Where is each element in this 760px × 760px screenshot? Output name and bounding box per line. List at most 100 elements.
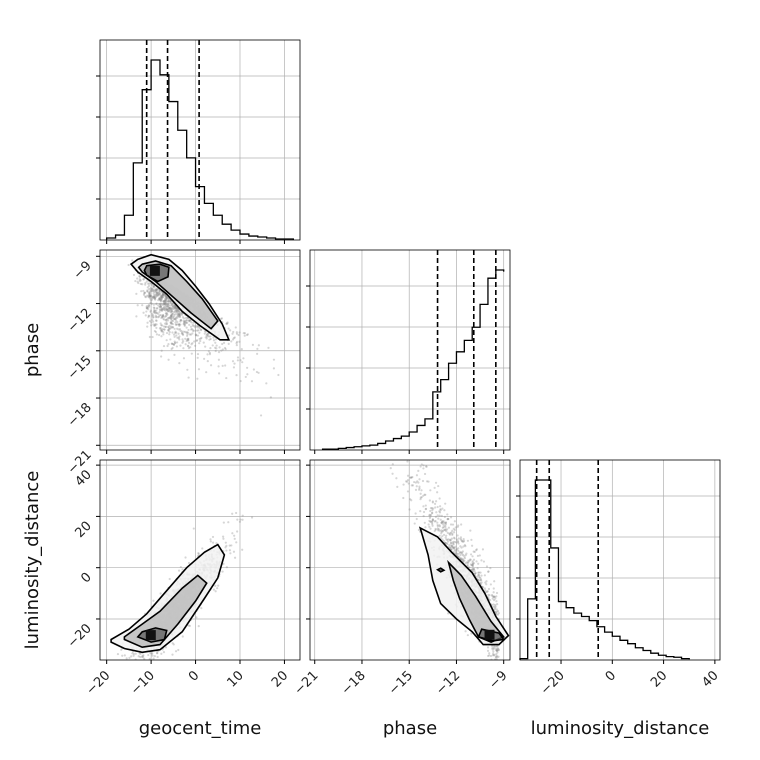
sample-point (406, 478, 410, 482)
sample-point (229, 552, 232, 555)
sample-point (197, 329, 200, 332)
sample-point (441, 520, 444, 523)
sample-point (474, 571, 477, 575)
sample-point (243, 332, 247, 335)
sample-point (417, 488, 421, 491)
sample-point (150, 298, 153, 301)
sample-point (214, 338, 218, 341)
x-tick-label-geocent_time-3: 10 (225, 668, 247, 690)
x-tick-label-phase-1: −18 (339, 668, 369, 698)
sample-point (422, 510, 426, 514)
x-tick-label-phase-0: −21 (292, 668, 322, 698)
sample-point (446, 538, 449, 541)
sample-point (491, 644, 494, 648)
sample-point (146, 290, 149, 293)
sample-point (170, 342, 173, 345)
sample-point (234, 326, 237, 329)
sample-point (442, 525, 445, 529)
sample-point (224, 541, 227, 544)
sample-point (412, 480, 416, 484)
sample-point (186, 368, 189, 371)
sample-point (450, 537, 454, 540)
sample-point (462, 558, 465, 562)
sample-point (419, 498, 422, 501)
sample-point (495, 649, 498, 652)
sample-point (180, 313, 183, 316)
sample-point (235, 541, 238, 544)
sample-point (170, 342, 174, 345)
sample-point (181, 331, 184, 335)
sample-point (496, 647, 499, 650)
sample-point (231, 532, 234, 535)
sample-point (178, 323, 181, 326)
sample-point (208, 338, 211, 341)
sample-point (408, 508, 411, 511)
sample-point (159, 299, 162, 302)
sample-point (150, 283, 153, 286)
sample-point (156, 291, 159, 294)
sample-point (456, 525, 459, 528)
sample-point (144, 295, 147, 298)
sample-point (160, 309, 164, 313)
sample-point (164, 307, 168, 310)
sample-point (159, 592, 162, 595)
sample-point (157, 292, 160, 295)
sample-point (431, 520, 434, 523)
sample-point (173, 353, 176, 356)
sample-point (444, 529, 447, 532)
sample-point (151, 290, 154, 293)
sample-point (495, 649, 498, 652)
sample-point (214, 349, 217, 353)
sample-point (153, 308, 156, 311)
sample-point (179, 320, 182, 323)
sample-point (478, 571, 481, 574)
sample-point (181, 338, 184, 341)
sample-point (138, 275, 141, 278)
sample-point (190, 328, 193, 331)
sample-point (465, 561, 468, 564)
sample-point (152, 323, 155, 326)
sample-point (164, 294, 167, 297)
sample-point (450, 531, 453, 534)
sample-point (173, 306, 177, 309)
sample-point (451, 544, 454, 547)
sample-point (171, 306, 174, 309)
sample-point (257, 344, 260, 347)
sample-point (198, 327, 201, 330)
y-tick-label-luminosity_distance-0: −20 (65, 621, 95, 651)
sample-point (433, 520, 436, 523)
sample-point (127, 263, 130, 267)
sample-point (257, 371, 260, 374)
sample-point (229, 329, 232, 332)
sample-point (428, 514, 431, 517)
sample-point (422, 505, 425, 508)
sample-point (183, 319, 186, 322)
sample-point (208, 353, 212, 356)
sample-point (149, 297, 152, 301)
sample-point (424, 493, 427, 496)
sample-point (455, 548, 458, 551)
sample-point (163, 308, 166, 311)
sample-point (241, 548, 244, 551)
sample-point (422, 464, 425, 467)
sample-point (165, 314, 168, 317)
sample-point (174, 321, 177, 324)
sample-point (452, 542, 455, 545)
sample-point (169, 300, 173, 303)
sample-point (162, 308, 165, 311)
sample-point (157, 294, 160, 297)
sample-point (256, 352, 259, 355)
sample-point (244, 375, 247, 379)
sample-point (167, 326, 171, 329)
sample-point (176, 308, 179, 311)
sample-point (209, 540, 212, 543)
sample-point (449, 544, 453, 547)
sample-point (457, 524, 460, 527)
sample-point (150, 302, 153, 306)
sample-point (444, 528, 447, 531)
sample-point (457, 537, 460, 540)
sample-point (431, 509, 434, 512)
sample-point (491, 648, 494, 651)
sample-point (414, 512, 417, 515)
sample-point (196, 324, 199, 328)
